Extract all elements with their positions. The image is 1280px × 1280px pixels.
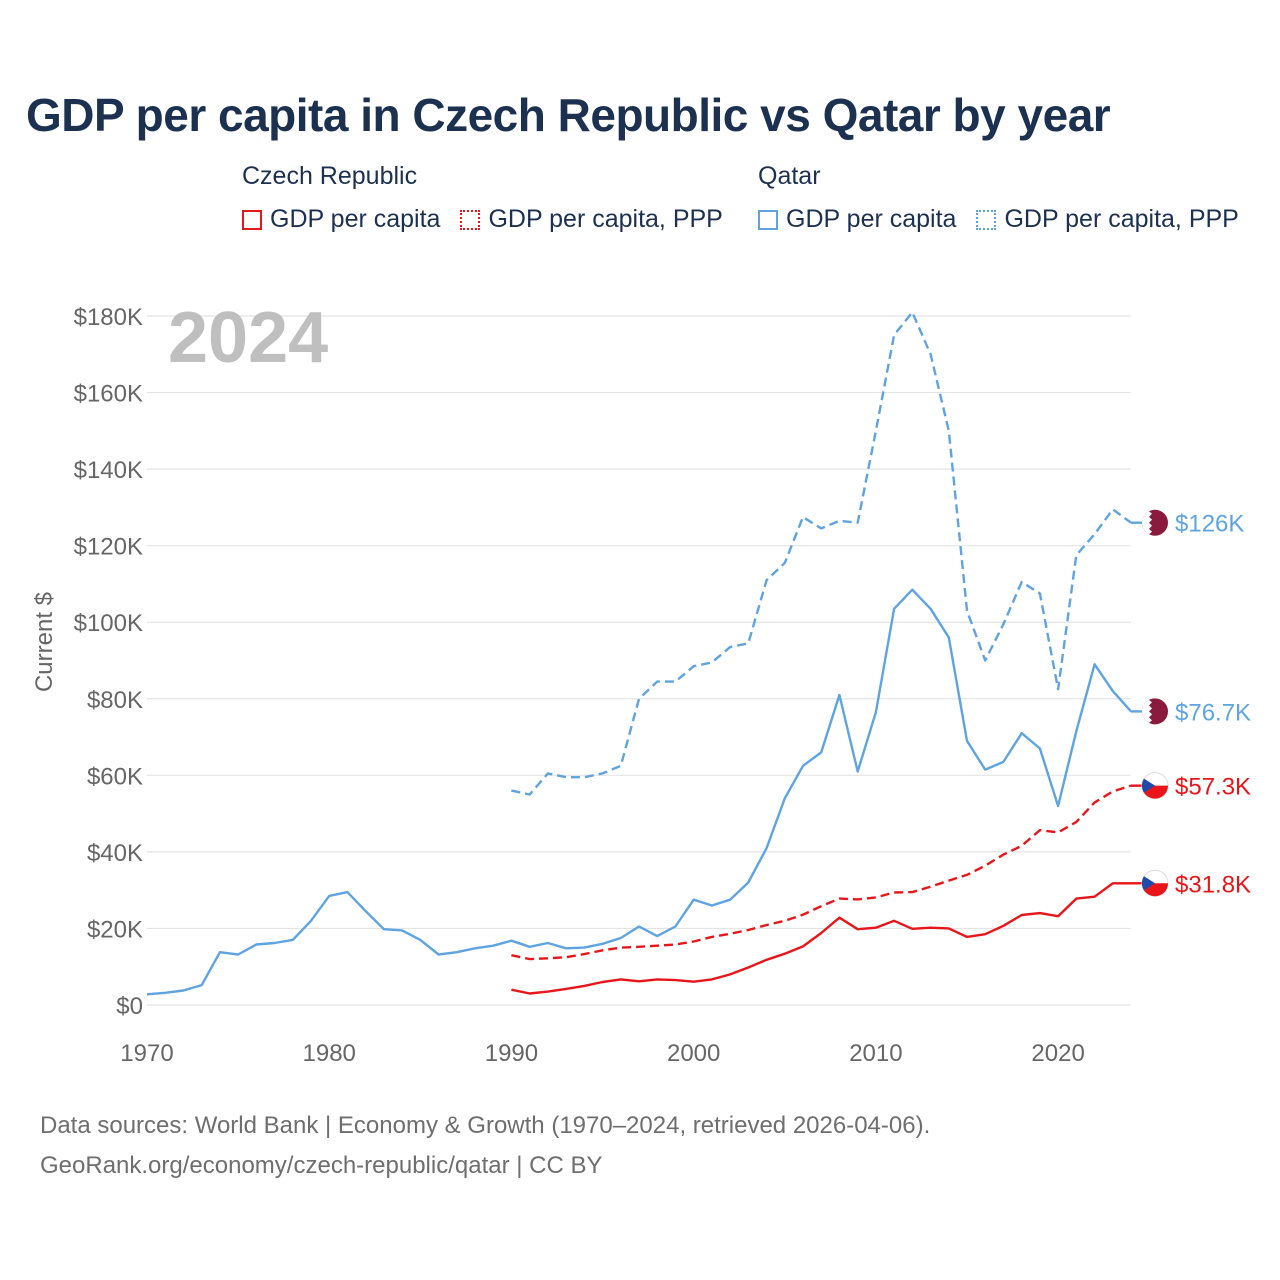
gridlines [147, 315, 1131, 1006]
x-tick-label: 2010 [849, 1040, 902, 1067]
footer-link: GeoRank.org/economy/czech-republic/qatar… [40, 1152, 603, 1179]
x-axis-ticks: 1970 1980 1990 2000 2010 2020 [120, 1040, 1085, 1067]
legend-item-qatar-gdp-ppp[interactable]: GDP per capita, PPP [976, 205, 1239, 234]
end-markers: $76.7K $126K $31.8K $57.3K [1131, 509, 1251, 898]
end-value-label: $57.3K [1175, 774, 1251, 801]
series-lines [146, 311, 1132, 996]
legend-label: GDP per capita [786, 205, 957, 233]
legend-group-title: Qatar [758, 162, 821, 190]
y-tick-label: $20K [87, 916, 143, 943]
footer: Data sources: World Bank | Economy & Gro… [40, 1106, 930, 1186]
flag-blue [1141, 778, 1155, 793]
y-tick-label: $0 [116, 993, 143, 1020]
y-tick-label: $180K [74, 304, 143, 331]
x-tick-label: 1970 [120, 1040, 173, 1067]
legend-item-czech-gdp[interactable]: GDP per capita [242, 205, 440, 234]
legend-group-title: Czech Republic [242, 162, 418, 190]
legend-swatch-dashed [976, 209, 997, 230]
y-axis-ticks: $0 $20K $40K $60K $80K $100K $120K $140K $160K $1… [74, 304, 143, 1020]
y-tick-label: $100K [74, 610, 143, 637]
x-tick-label: 1980 [303, 1040, 356, 1067]
flag-white-band [1142, 511, 1152, 535]
legend-czech-republic: Czech Republic GDP per capita GDP per ca… [242, 162, 743, 234]
y-tick-label: $60K [87, 763, 143, 790]
y-tick-label: $160K [74, 381, 143, 408]
x-tick-label: 1990 [485, 1040, 538, 1067]
year-watermark: 2024 [168, 298, 328, 378]
series-line [511, 311, 1132, 796]
series-line [511, 784, 1132, 961]
y-tick-label: $40K [87, 840, 143, 867]
legend-swatch-solid [242, 209, 262, 230]
czech-flag-icon [1141, 869, 1169, 897]
y-tick-label: $80K [87, 687, 143, 714]
x-tick-label: 2020 [1031, 1040, 1084, 1067]
legend-item-qatar-gdp[interactable]: GDP per capita [758, 205, 956, 234]
legend-swatch-solid [758, 209, 778, 230]
legend-label: GDP per capita, PPP [1004, 205, 1239, 233]
legend-swatch-dashed [460, 209, 481, 230]
end-value-label: $31.8K [1175, 871, 1251, 898]
end-value-label: $76.7K [1175, 699, 1251, 726]
legend-label: GDP per capita [270, 205, 441, 233]
x-tick-label: 2000 [667, 1040, 720, 1067]
y-tick-label: $140K [74, 457, 143, 484]
series-line [146, 588, 1132, 996]
y-axis-label: Current $ [31, 592, 58, 692]
y-tick-label: $120K [74, 534, 143, 561]
chart-title: GDP per capita in Czech Republic vs Qata… [26, 89, 1111, 141]
end-value-label: $126K [1175, 511, 1244, 538]
qatar-flag-icon [1142, 509, 1168, 536]
qatar-flag-icon [1142, 698, 1168, 725]
series-line [511, 882, 1131, 995]
legend-qatar: Qatar GDP per capita GDP per capita, PPP [758, 162, 1239, 234]
flag-blue [1141, 876, 1155, 891]
footer-source: Data sources: World Bank | Economy & Gro… [40, 1112, 931, 1139]
legend-label: GDP per capita, PPP [488, 205, 723, 233]
czech-flag-icon [1141, 772, 1169, 800]
legend-item-czech-gdp-ppp[interactable]: GDP per capita, PPP [460, 205, 723, 234]
flag-white-band [1142, 699, 1152, 723]
